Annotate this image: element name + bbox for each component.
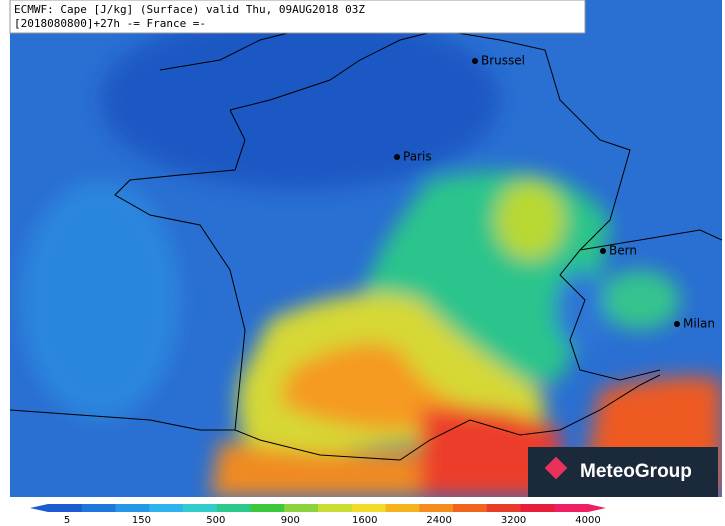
- colorbar-label: 900: [281, 515, 300, 526]
- colorbar-label: 5: [64, 515, 70, 526]
- colorbar-label: 150: [132, 515, 151, 526]
- colorbar-segment: [81, 504, 116, 512]
- colorbar-segment: [48, 504, 83, 512]
- colorbar-label: 2400: [426, 515, 451, 526]
- logo-text: MeteoGroup: [580, 461, 692, 482]
- header-line: [2018080800]+27h -= France =-: [14, 17, 206, 30]
- colorbar: 5 150 500 900 1600 2400 3200 4000: [30, 504, 606, 526]
- colorbar-label: 4000: [575, 515, 600, 526]
- city-dot: [394, 154, 400, 160]
- colorbar-arrow: [30, 504, 48, 512]
- colorbar-label: 1600: [352, 515, 377, 526]
- city-dot: [600, 248, 606, 254]
- colorbar-arrow: [588, 504, 606, 512]
- colorbar-segment: [385, 504, 420, 512]
- colorbar-segment: [318, 504, 353, 512]
- city-label: Brussel: [481, 54, 525, 68]
- city-dot: [472, 58, 478, 64]
- city-label: Paris: [403, 150, 432, 164]
- colorbar-segment: [486, 504, 521, 512]
- colorbar-label: 3200: [501, 515, 526, 526]
- colorbar-segment: [520, 504, 555, 512]
- colorbar-segment: [149, 504, 184, 512]
- city-label: Milan: [683, 317, 715, 331]
- logo-icon: [544, 456, 568, 480]
- colorbar-segment: [183, 504, 218, 512]
- colorbar-segment: [419, 504, 454, 512]
- colorbar-segment: [115, 504, 150, 512]
- colorbar-segment: [250, 504, 285, 512]
- city-dot: [674, 321, 680, 327]
- city-label: Bern: [609, 244, 637, 258]
- colorbar-segment: [554, 504, 589, 512]
- header-line: ECMWF: Cape [J/kg] (Surface) valid Thu, …: [14, 3, 365, 16]
- colorbar-label: 500: [206, 515, 225, 526]
- header-box: [9, 0, 586, 34]
- colorbar-segment: [453, 504, 488, 512]
- colorbar-segment: [216, 504, 251, 512]
- colorbar-segment: [351, 504, 386, 512]
- colorbar-segment: [284, 504, 319, 512]
